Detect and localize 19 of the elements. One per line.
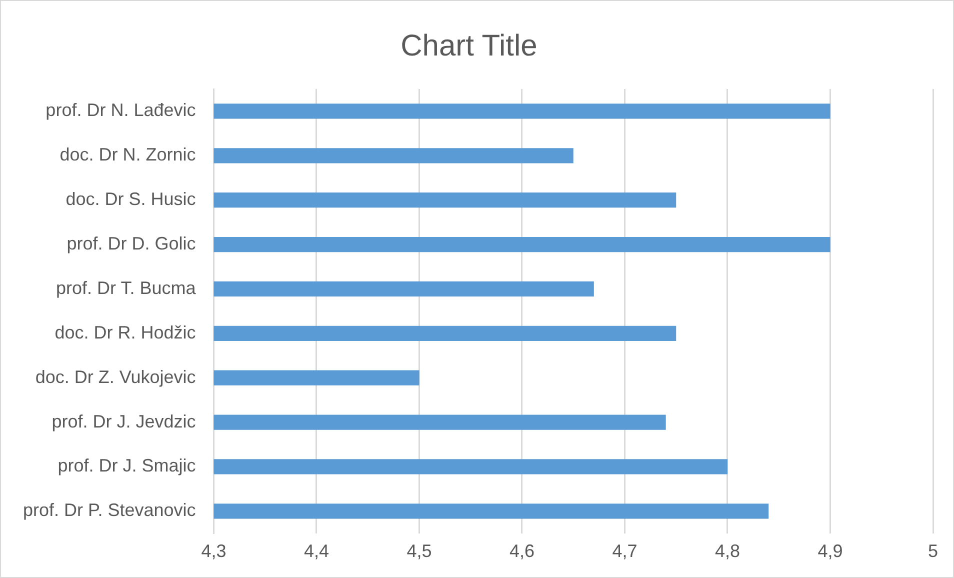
- y-tick-label: prof. Dr N. Lađevic: [46, 100, 196, 120]
- y-tick-label: doc. Dr S. Husic: [66, 189, 196, 210]
- y-tick-label: prof. Dr J. Jevdzic: [52, 411, 196, 432]
- y-tick-label: doc. Dr Z. Vukojevic: [35, 366, 196, 387]
- x-tick-label: 4,6: [509, 541, 535, 562]
- y-tick-label: prof. Dr P. Stevanovic: [23, 500, 196, 520]
- x-tick-label: 4,5: [406, 541, 432, 562]
- y-tick-label: prof. Dr T. Bucma: [56, 278, 197, 298]
- y-tick-label: doc. Dr R. Hodžic: [54, 322, 196, 342]
- y-tick-label: prof. Dr D. Golic: [66, 234, 196, 254]
- y-tick-label: doc. Dr N. Zornic: [60, 144, 196, 165]
- x-tick-label: 4,7: [612, 541, 638, 562]
- x-tick-label: 4,4: [304, 541, 330, 562]
- x-tick-label: 4,3: [201, 541, 226, 562]
- x-tick-label: 5: [928, 541, 938, 562]
- chart-title: Chart Title: [400, 29, 538, 62]
- y-tick-label: prof. Dr J. Smajic: [58, 456, 196, 476]
- x-tick-label: 4,9: [818, 541, 843, 562]
- x-tick-label: 4,8: [714, 541, 740, 562]
